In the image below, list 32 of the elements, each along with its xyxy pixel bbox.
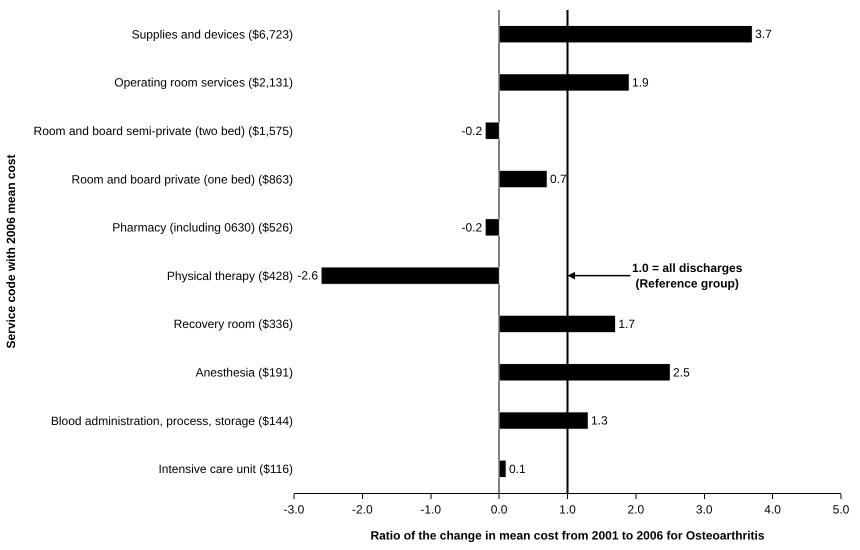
y-tick-label: Physical therapy ($428)	[166, 268, 293, 283]
y-tick-label: Operating room services ($2,131)	[114, 76, 293, 90]
data-label: 0.7	[550, 172, 567, 186]
data-label: 0.1	[508, 462, 526, 476]
data-label: 2.5	[673, 365, 690, 380]
x-tick-label: 4.0	[764, 502, 782, 516]
data-label: 3.7	[755, 27, 772, 42]
data-label: 1.7	[618, 316, 636, 331]
x-tick-label: -3.0	[284, 502, 305, 516]
x-axis-title: Ratio of the change in mean cost from 2001 to 2006 for Osteoarthritis	[370, 528, 765, 542]
ref-line-label: 1.0 = all discharges (Reference group)	[632, 261, 743, 291]
y-tick-label: Supplies and devices ($6,723)	[132, 27, 294, 42]
data-label: 1.9	[632, 75, 650, 90]
data-label: 1.3	[591, 414, 608, 428]
x-tick-label: 2.0	[628, 502, 645, 516]
data-label: -2.6	[297, 268, 318, 283]
x-tick-label: 3.0	[696, 502, 713, 516]
y-axis-title: Service code with 2006 mean cost	[4, 154, 18, 349]
y-tick-label: Recovery room ($336)	[174, 317, 293, 332]
y-tick-label: Room and board semi-private (two bed) ($1,575)	[34, 124, 293, 138]
y-tick-label: Intensive care unit ($116)	[158, 462, 293, 476]
x-tick-label: -2.0	[352, 502, 374, 516]
y-tick-label: Pharmacy (including 0630) ($526)	[112, 220, 293, 235]
x-tick-label: 1.0	[559, 502, 576, 516]
y-tick-label: Room and board private (one bed) ($863)	[72, 172, 293, 186]
x-tick-label: 5.0	[832, 502, 850, 516]
x-tick-label: -1.0	[420, 502, 442, 516]
data-label: -0.2	[461, 124, 482, 138]
y-tick-label: Anesthesia ($191)	[196, 365, 293, 380]
x-tick-label: 0.0	[490, 502, 508, 516]
y-tick-label: Blood administration, process, storage ($144)	[50, 414, 293, 428]
data-label: -0.2	[461, 220, 482, 234]
